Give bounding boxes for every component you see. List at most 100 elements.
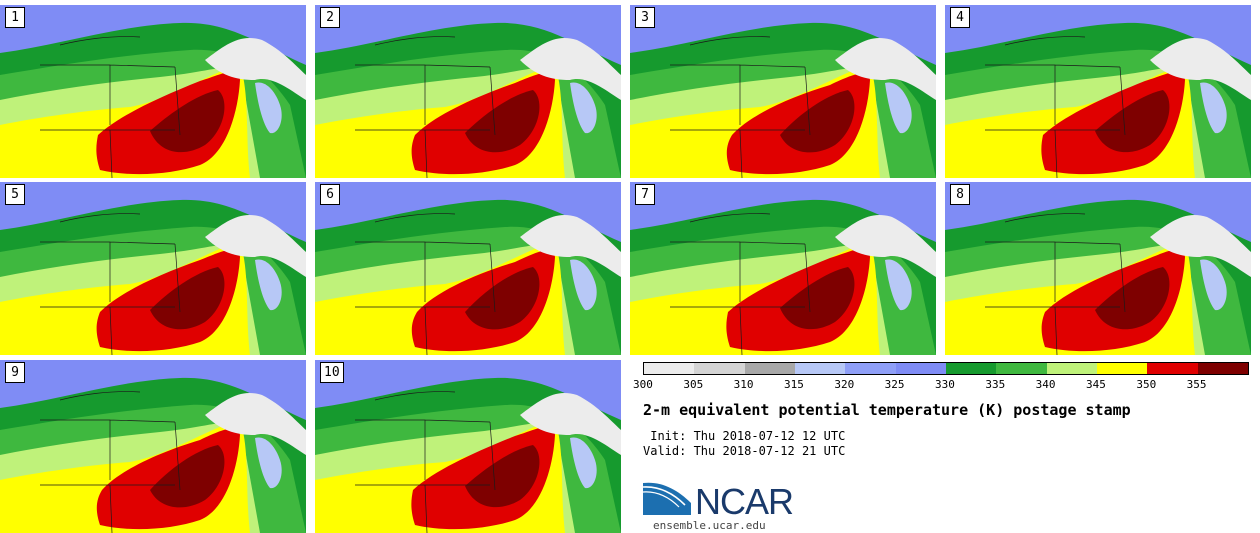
coast-line [374,36,456,46]
coast-line [59,36,141,46]
colorbar-swatch [1046,363,1097,374]
lake-superior [835,214,936,277]
theta-e-map [0,182,306,355]
colorbar-swatch [1197,363,1248,374]
panel-number: 1 [5,7,25,28]
colorbar-swatch [845,363,896,374]
member-panel-5: 5 [0,182,306,355]
ncar-wordmark: NCAR [695,481,793,517]
lake-michigan [885,82,912,134]
panel-number: 2 [320,7,340,28]
colorbar-tick-label: 355 [1186,378,1207,391]
colorbar-swatch [744,363,795,374]
colorbar-swatch [996,363,1047,374]
state-borders [40,241,181,355]
theta-e-map [0,360,306,533]
member-panel-8: 8 [945,182,1251,355]
lake-superior [205,37,306,100]
lake-superior [520,37,621,100]
panel-number: 9 [5,362,25,383]
colorbar-tick-label: 340 [1035,378,1056,391]
theta-e-map [630,182,936,355]
member-panel-6: 6 [315,182,621,355]
colorbar-swatch [895,363,946,374]
member-panel-2: 2 [315,5,621,178]
colorbar-tick-label: 335 [985,378,1006,391]
state-borders [40,64,181,178]
site-url: ensemble.ucar.edu [653,519,766,532]
field-355 [465,90,540,153]
field-355 [150,90,225,153]
coast-line [59,213,141,223]
state-borders [355,241,496,355]
theta-e-map [315,360,621,533]
lake-michigan [570,437,597,489]
panel-number: 3 [635,7,655,28]
state-borders [355,419,496,533]
lake-michigan [255,259,282,311]
lake-superior [520,392,621,455]
member-panel-7: 7 [630,182,936,355]
theta-e-map [945,182,1251,355]
colorbar [643,362,1249,375]
colorbar-tick-label: 345 [1086,378,1106,391]
colorbar-swatch [1147,363,1198,374]
colorbar-swatch [794,363,846,374]
state-borders [355,64,496,178]
valid-time: Valid: Thu 2018-07-12 21 UTC [643,444,846,458]
state-borders [985,241,1126,355]
coast-line [1004,213,1086,223]
colorbar-swatch [945,363,997,374]
theta-e-map [315,182,621,355]
colorbar-swatch [1096,363,1148,374]
field-355 [1095,90,1170,153]
colorbar-ticks: 300 305 310 315 320 325 330 335 340 345 350 355 [632,378,1260,394]
member-panel-9: 9 [0,360,306,533]
field-355 [465,445,540,508]
field-355 [780,267,855,330]
lake-michigan [1200,82,1227,134]
coast-line [374,213,456,223]
member-panel-10: 10 [315,360,621,533]
figure-title: 2-m equivalent potential temperature (K)… [643,401,1131,419]
theta-e-map [630,5,936,178]
lake-superior [835,37,936,100]
lake-superior [520,214,621,277]
colorbar-tick-label: 320 [834,378,855,391]
lake-superior [1150,214,1251,277]
coast-line [59,391,141,401]
lake-superior [205,214,306,277]
lake-superior [1150,37,1251,100]
field-355 [150,445,225,508]
colorbar-tick-label: 305 [683,378,704,391]
state-borders [40,419,181,533]
coast-line [689,213,771,223]
panel-number: 4 [950,7,970,28]
coast-line [374,391,456,401]
lake-michigan [570,82,597,134]
panel-number: 7 [635,184,655,205]
state-borders [670,64,811,178]
colorbar-swatch [694,363,745,374]
theta-e-map [315,5,621,178]
field-355 [150,267,225,330]
member-panel-1: 1 [0,5,306,178]
panel-number: 5 [5,184,25,205]
colorbar-tick-label: 325 [884,378,905,391]
colorbar-swatch [644,363,695,374]
lake-michigan [255,437,282,489]
colorbar-tick-label: 315 [784,378,804,391]
member-panel-4: 4 [945,5,1251,178]
lake-michigan [255,82,282,134]
coast-line [689,36,771,46]
theta-e-map [0,5,306,178]
field-355 [1095,267,1170,330]
lake-michigan [570,259,597,311]
colorbar-tick-label: 330 [935,378,955,391]
lake-michigan [885,259,912,311]
ncar-logo: NCAR [643,481,793,517]
coast-line [1004,36,1086,46]
lake-superior [205,392,306,455]
field-355 [465,267,540,330]
panel-number: 8 [950,184,970,205]
